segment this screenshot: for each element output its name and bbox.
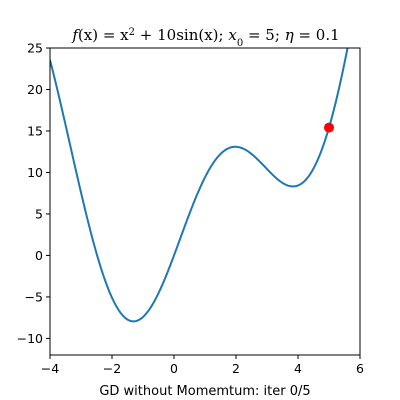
x-axis: −4 −2 0 2 4 6 xyxy=(41,355,364,376)
series-layer xyxy=(50,48,349,323)
y-tick-label: 10 xyxy=(27,165,43,180)
x-axis-label: GD without Momemtum: iter 0/5 xyxy=(99,384,310,399)
y-tick-label: 25 xyxy=(27,41,43,56)
x-tick-label: 4 xyxy=(294,361,302,376)
y-tick-label: 0 xyxy=(35,248,43,263)
y-tick-label: −5 xyxy=(25,289,43,304)
y-axis: −10 −5 0 5 10 15 20 25 xyxy=(17,41,50,346)
x-tick-label: 2 xyxy=(232,361,240,376)
current-point xyxy=(324,122,334,133)
x-tick-label: −2 xyxy=(103,361,121,376)
axes-frame xyxy=(49,47,361,356)
x-tick-label: 6 xyxy=(356,361,364,376)
y-tick-label: −10 xyxy=(17,331,43,346)
points-layer xyxy=(324,122,334,133)
chart-title: f(x) = x2 + 10sin(x); x0 = 5; η = 0.1 xyxy=(71,26,339,49)
series-line xyxy=(50,48,349,323)
y-tick-label: 5 xyxy=(35,206,43,221)
y-tick-label: 15 xyxy=(27,123,43,138)
y-tick-label: 20 xyxy=(27,82,43,97)
x-tick-label: 0 xyxy=(170,361,178,376)
x-tick-label: −4 xyxy=(41,361,59,376)
